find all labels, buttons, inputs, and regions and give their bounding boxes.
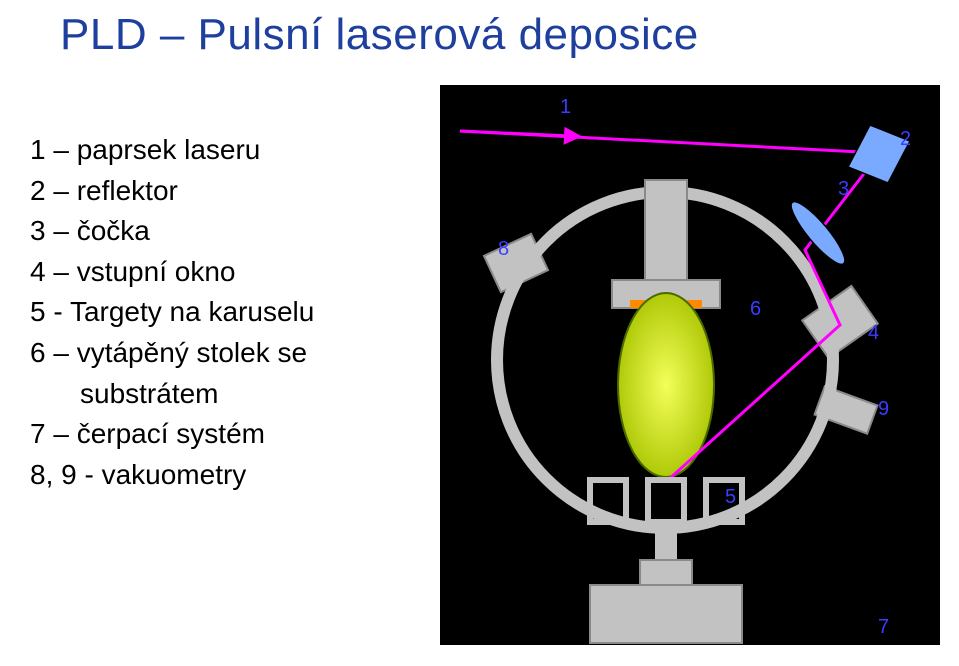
page-title: PLD – Pulsní laserová deposice [60,10,699,60]
pld-diagram: 1 2 3 4 5 6 7 8 9 [440,85,940,645]
diagram-number-label: 3 [838,178,849,200]
title-text: PLD – Pulsní laserová deposice [60,10,699,59]
legend-item: 8, 9 - vakuometry [30,455,314,496]
diagram-number-label: 4 [868,322,879,344]
diagram-number-label: 7 [878,616,889,638]
pump-neck [640,560,692,588]
legend-item: 6 – vytápěný stolek se [30,333,314,374]
diagram-number-label: 5 [725,486,736,508]
legend-item: 1 – paprsek laseru [30,130,314,171]
legend-item: 2 – reflektor [30,171,314,212]
diagram-number-label: 9 [878,398,889,420]
diagram-number-label: 6 [750,298,761,320]
substrate-column [645,180,687,290]
carousel-shaft [655,522,677,562]
legend-item: 5 - Targety na karuselu [30,292,314,333]
plasma-plume [618,293,714,477]
legend-item: substrátem [30,374,314,415]
pump-body [590,585,742,643]
diagram-number-label: 8 [498,238,509,260]
legend-item: 3 – čočka [30,211,314,252]
legend-item: 4 – vstupní okno [30,252,314,293]
legend-item: 7 – čerpací systém [30,414,314,455]
legend: 1 – paprsek laseru2 – reflektor3 – čočka… [30,130,314,495]
diagram-number-label: 1 [560,96,571,118]
diagram-number-label: 2 [900,128,911,150]
